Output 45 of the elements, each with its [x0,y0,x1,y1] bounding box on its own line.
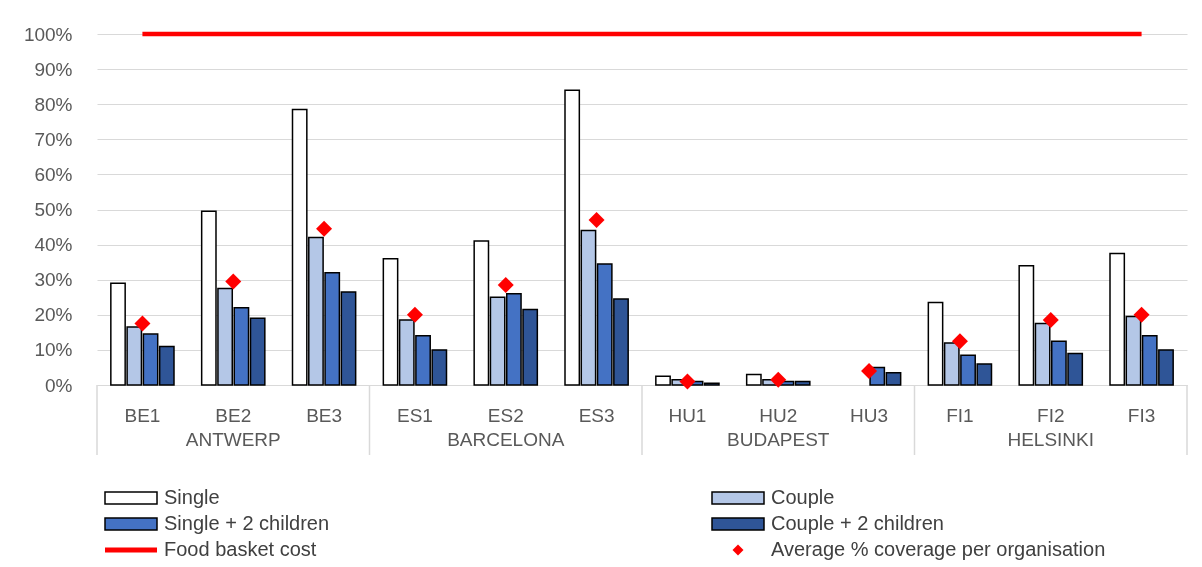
legend-label: Food basket cost [164,538,317,560]
text: BUDAPEST [727,429,830,450]
legend-label: Couple + 2 children [771,512,944,534]
x-tick-label: BE1 [124,404,161,426]
x-tick-label: BE3 [306,404,343,426]
point [225,273,242,290]
x-tick-label: HU2 [759,404,798,426]
point [1133,306,1150,323]
point [770,371,787,388]
x-tick-label: BE2 [215,404,252,426]
point [679,373,696,390]
text: HELSINKI [1007,429,1095,450]
legend-label: Single [164,486,220,508]
x-tick-label: HU1 [668,404,707,426]
x-tick-label: HU3 [850,404,889,426]
x-tick-label: FI1 [946,404,974,426]
y-tick-label: 10% [34,339,73,361]
legend-label: Single + 2 children [164,512,330,534]
point [134,315,151,332]
legend-label: Average % coverage per organisation [771,538,1106,560]
y-tick-label: 40% [34,234,73,256]
point [588,212,605,229]
text: ANTWERP [185,429,281,450]
y-tick-label: 0% [45,374,73,396]
x-tick-label: ES1 [396,404,433,426]
legend-label: Couple [771,486,835,508]
y-tick-label: 50% [34,199,73,220]
y-tick-label: 70% [34,128,73,150]
y-tick-label: 20% [34,304,73,326]
x-tick-label: FI3 [1127,404,1156,426]
y-tick-label: 30% [34,269,73,291]
point [1042,312,1059,329]
x-tick-label: ES3 [578,404,615,426]
x-tick-label: ES2 [487,404,524,426]
point [861,362,878,379]
y-tick-label: 90% [34,58,73,80]
text: BARCELONA [447,429,565,450]
x-tick-label: FI2 [1037,404,1065,426]
point [497,276,514,293]
point [316,220,333,237]
y-tick-label: 60% [34,163,73,185]
y-tick-label: 80% [34,93,73,115]
y-tick-label: 100% [23,23,73,45]
point [406,306,423,323]
point [951,333,968,350]
